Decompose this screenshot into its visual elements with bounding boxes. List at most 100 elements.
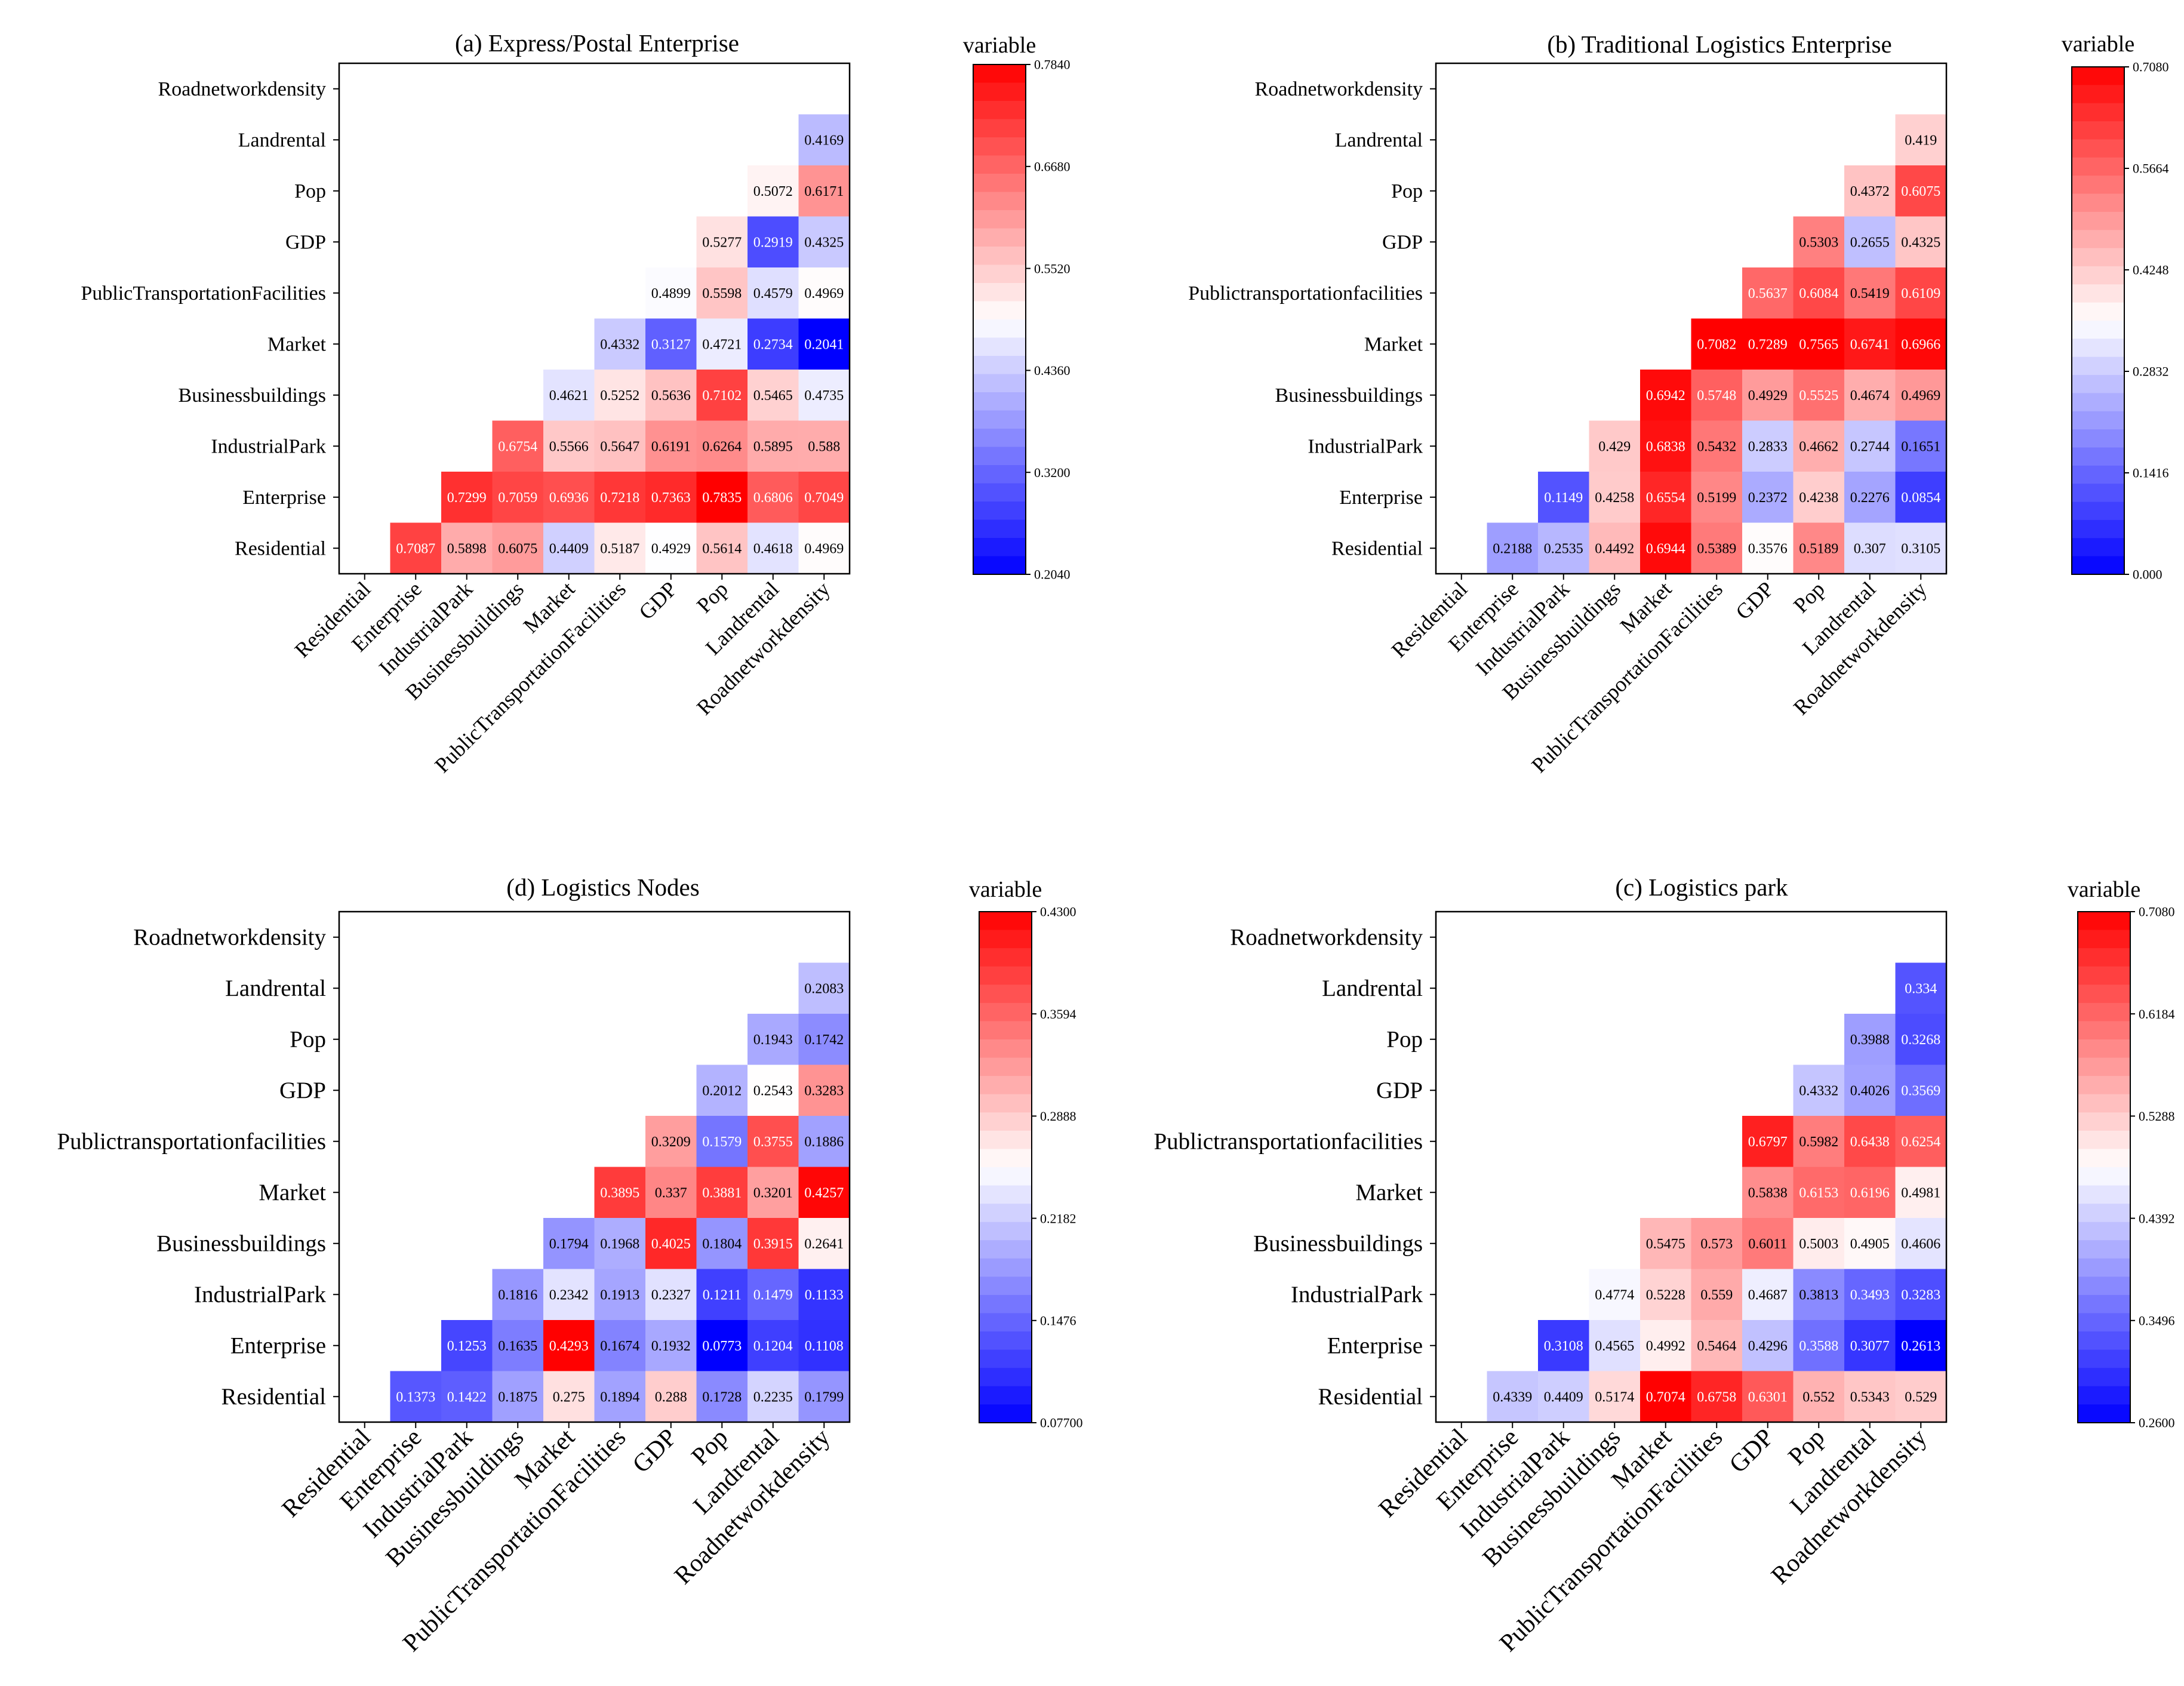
heatmap-cell — [748, 216, 799, 268]
cell-value-label: 0.2613 — [1901, 1339, 1940, 1354]
colorbar-tick-label: 0.4248 — [2133, 263, 2169, 278]
colorbar-segment — [979, 1313, 1032, 1332]
heatmap-cell — [1589, 1320, 1641, 1372]
cell-value-label: 0.6075 — [1901, 184, 1940, 199]
colorbar-segment — [979, 1185, 1032, 1204]
cell-value-label: 0.5895 — [753, 439, 793, 455]
colorbar-segment — [979, 1349, 1032, 1369]
cell-value-label: 0.2276 — [1850, 490, 1890, 506]
cell-value-label: 0.1875 — [498, 1390, 537, 1405]
colorbar-segment — [2078, 948, 2130, 967]
cell-value-label: 0.337 — [655, 1186, 687, 1201]
cell-value-label: 0.1674 — [600, 1339, 639, 1354]
colorbar-segment — [2078, 1130, 2130, 1150]
x-tick-label: GDP — [627, 1424, 682, 1479]
heatmap-cell — [594, 1167, 646, 1219]
heatmap-cell — [1844, 1014, 1896, 1066]
colorbar-segment — [2072, 356, 2124, 376]
colorbar-segment — [973, 447, 1026, 466]
heatmap-cell — [1691, 522, 1743, 574]
heatmap-cell — [798, 522, 850, 574]
y-tick-label: Pop — [1391, 180, 1423, 202]
heatmap-cell — [798, 1014, 850, 1066]
colorbar-tick-label: 0.07700 — [1040, 1416, 1083, 1430]
colorbar-segment — [973, 228, 1026, 247]
heatmap-cell — [543, 1218, 595, 1270]
y-tick-label: IndustrialPark — [1291, 1282, 1423, 1307]
colorbar: variable 0.4300 0.3594 0.2888 0.2182 0.1476 0.… — [969, 877, 1083, 1430]
cell-value-label: 0.4929 — [1748, 388, 1788, 404]
panel-title: (a) Express/Postal Enterprise — [455, 29, 739, 57]
y-tick-label: Roadnetworkdensity — [1255, 78, 1423, 100]
cell-value-label: 0.3105 — [1901, 542, 1940, 557]
colorbar-segment — [2078, 1240, 2130, 1259]
cell-value-label: 0.4492 — [1595, 542, 1634, 557]
heatmap-cell — [390, 522, 442, 574]
heatmap-cell — [748, 1014, 799, 1066]
heatmap-cell — [1691, 1269, 1743, 1321]
cell-value-label: 0.7082 — [1697, 337, 1736, 353]
heatmap-cell — [492, 420, 544, 472]
colorbar-segment — [2072, 411, 2124, 430]
heatmap-cell — [798, 1116, 850, 1168]
heatmap-cell — [696, 1371, 748, 1423]
cell-value-label: 0.1894 — [600, 1390, 639, 1405]
cell-value-label: 0.3283 — [1901, 1288, 1940, 1303]
colorbar-segment — [2072, 121, 2124, 140]
cell-value-label: 0.3881 — [702, 1186, 742, 1201]
cell-value-label: 0.588 — [808, 439, 840, 455]
y-tick-label: Roadnetworkdensity — [1230, 925, 1423, 950]
heatmap-cell — [594, 1320, 646, 1372]
heatmap-cell — [543, 472, 595, 524]
cell-value-label: 0.334 — [1905, 982, 1937, 997]
heatmap-cell — [1895, 1064, 1947, 1116]
cell-value-label: 0.6942 — [1646, 388, 1685, 404]
colorbar-segment — [973, 556, 1026, 575]
heatmap-cell — [543, 522, 595, 574]
heatmap-cell — [1793, 522, 1845, 574]
colorbar-segment — [979, 1149, 1032, 1168]
heatmap-cell — [748, 370, 799, 422]
y-tick-label: Market — [1355, 1180, 1423, 1205]
heatmap-cell — [594, 1371, 646, 1423]
cell-value-label: 0.4674 — [1850, 388, 1890, 404]
panel-title: (c) Logistics park — [1615, 873, 1788, 901]
colorbar-segment — [973, 356, 1026, 375]
colorbar-segment — [2078, 1185, 2130, 1204]
colorbar-segment — [973, 192, 1026, 211]
cell-value-label: 0.1373 — [396, 1390, 435, 1405]
y-tick-label: Publictransportationfacilities — [57, 1129, 326, 1155]
colorbar-tick-label: 0.3496 — [2139, 1313, 2175, 1328]
colorbar: variable 0.7080 0.5664 0.4248 0.2832 0.1416 0.… — [2062, 32, 2169, 582]
cell-value-label: 0.4565 — [1595, 1339, 1634, 1354]
cell-value-label: 0.3209 — [651, 1134, 691, 1150]
colorbar-tick-label: 0.3200 — [1034, 465, 1071, 480]
colorbar-segment — [979, 1039, 1032, 1059]
cell-value-label: 0.2327 — [651, 1288, 691, 1303]
colorbar-segment — [2072, 393, 2124, 412]
heatmap-cell — [748, 1116, 799, 1168]
heatmap-cell — [1589, 472, 1641, 524]
heatmap-cell — [1895, 1269, 1947, 1321]
heatmap-cell — [1691, 370, 1743, 422]
colorbar-segment — [979, 1130, 1032, 1150]
heatmap-cell — [1895, 962, 1947, 1014]
heatmap-cell — [1895, 370, 1947, 422]
heatmap-cell — [1589, 420, 1641, 472]
colorbar-segment — [979, 1057, 1032, 1076]
cell-value-label: 0.4258 — [1595, 490, 1634, 506]
cell-value-label: 0.4929 — [651, 542, 691, 557]
heatmap-cell — [798, 267, 850, 319]
cell-value-label: 0.4293 — [549, 1339, 589, 1354]
cell-value-label: 0.6944 — [1646, 542, 1685, 557]
plot-frame — [1435, 910, 1948, 1423]
y-tick-label: IndustrialPark — [194, 1282, 326, 1307]
cell-value-label: 0.6754 — [498, 439, 537, 455]
y-tick-label: Landrental — [238, 129, 326, 151]
colorbar-segment — [973, 101, 1026, 120]
heatmap-cell — [441, 522, 493, 574]
heatmap-cell — [594, 1218, 646, 1270]
y-tick-label: GDP — [285, 231, 326, 253]
colorbar-segment — [2072, 266, 2124, 285]
heatmap-cell — [543, 420, 595, 472]
